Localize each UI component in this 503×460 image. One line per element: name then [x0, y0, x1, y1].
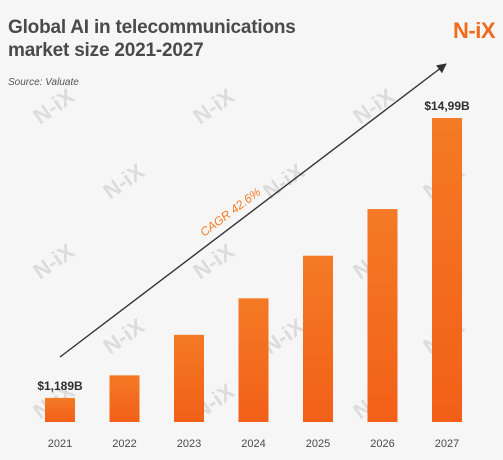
bar-2024 [238, 298, 269, 422]
chart-title: Global AI in telecommunications market s… [8, 16, 296, 62]
x-tick-label: 2024 [241, 438, 265, 450]
x-tick-label: 2025 [306, 438, 330, 450]
bars-layer [45, 118, 462, 422]
watermark-text: N-iX [29, 238, 80, 284]
bar-2022 [109, 375, 140, 422]
watermark-text: N-iX [189, 83, 240, 129]
bar-2023 [174, 334, 204, 422]
bar-2025 [303, 255, 333, 422]
brand-logo: N-iX [453, 18, 496, 43]
x-tick-label: 2021 [48, 438, 72, 450]
watermark-text: N-iX [99, 313, 150, 359]
bar-2027 [432, 118, 462, 422]
watermark-text: N-iX [29, 83, 80, 129]
x-tick-label: 2027 [435, 438, 459, 450]
data-label: $14,99B [424, 99, 470, 113]
bar-2026 [367, 209, 398, 422]
title-line-1: Global AI in telecommunications [8, 17, 296, 38]
source-note: Source: Valuate [8, 77, 79, 88]
bar-2021 [45, 397, 75, 422]
cagr-label: CAGR 42.6% [197, 185, 263, 240]
x-tick-label: 2023 [177, 438, 201, 450]
labels-layer: 2021 $1,189B 2022 2023 2024 2025 2026 2027 $14,9… [37, 99, 470, 450]
title-line-2: market size 2021-2027 [8, 40, 204, 61]
watermark-text: N-iX [259, 158, 310, 204]
data-label: $1,189B [37, 379, 83, 393]
x-tick-label: 2026 [370, 438, 394, 450]
cagr-arrow [59, 63, 447, 358]
watermark-text: N-iX [189, 238, 240, 284]
watermark-text: N-iX [99, 158, 150, 204]
x-tick-label: 2022 [112, 438, 136, 450]
